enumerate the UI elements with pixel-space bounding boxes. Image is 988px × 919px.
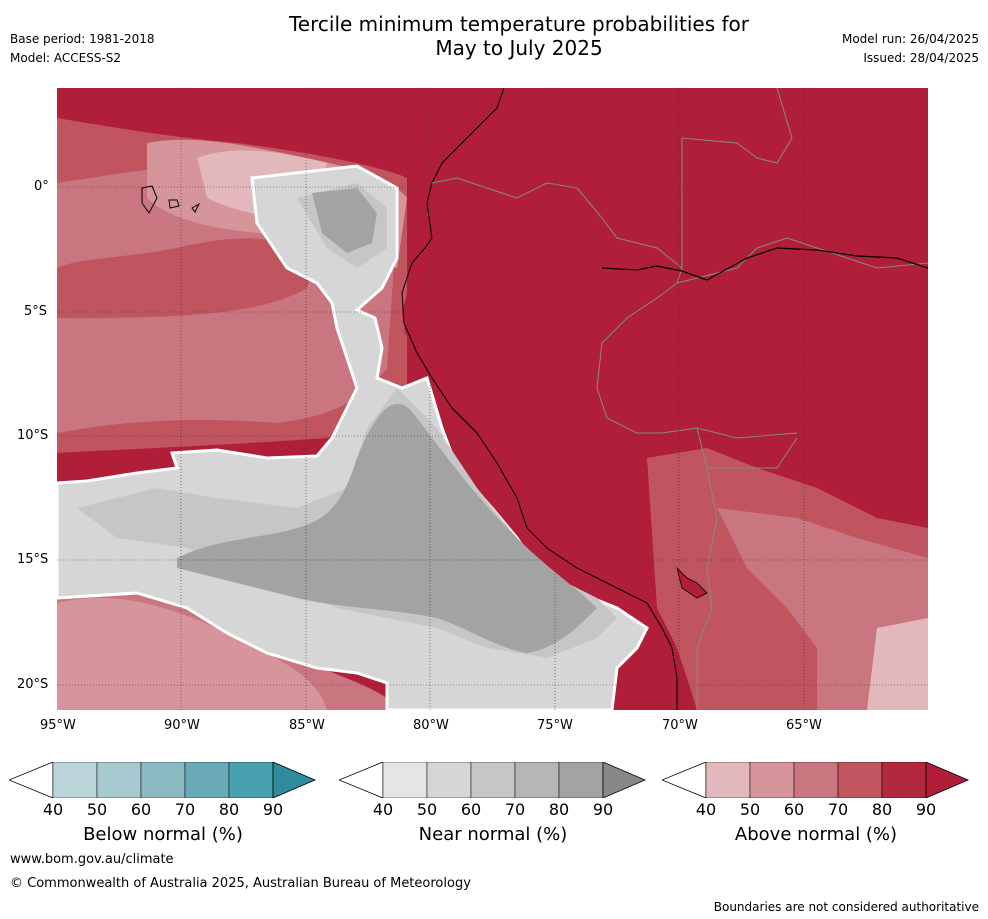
colorbar-tick-label: 60 [460, 800, 482, 819]
near-80-north [312, 188, 377, 253]
colorbar-below-swatches [7, 761, 317, 799]
issued-text: Issued: 28/04/2025 [863, 51, 979, 65]
colorbar-tick-label: 50 [86, 800, 108, 819]
colorbar-left-arrow [660, 761, 707, 799]
model-text: Model: ACCESS-S2 [10, 51, 122, 65]
colorbar-swatch [558, 761, 604, 799]
colorbar-tick-label: 40 [372, 800, 394, 819]
country-borders [431, 88, 928, 710]
lon-label-85w: 85°W [289, 718, 325, 733]
colorbar-swatch [140, 761, 186, 799]
colorbar-tick-label: 90 [592, 800, 614, 819]
lat-label-0: 0° [34, 179, 49, 194]
near-80-core [177, 403, 597, 653]
lon-label-65w: 65°W [786, 718, 822, 733]
colorbar-swatch [228, 761, 274, 799]
colorbar-tick-label: 80 [548, 800, 570, 819]
colorbar-right-arrow [602, 761, 647, 799]
colorbar-tick-label: 60 [783, 800, 805, 819]
colorbar-tick-label: 90 [262, 800, 284, 819]
colorbar-tick-label: 80 [871, 800, 893, 819]
colorbar-swatch [881, 761, 927, 799]
amazon-river [601, 247, 928, 281]
base-period-text: Base period: 1981-2018 [10, 32, 155, 46]
lake-titicaca [676, 566, 708, 599]
colorbar-swatch [514, 761, 560, 799]
colorbar-near-label: Near normal (%) [418, 824, 568, 845]
lon-label-75w: 75°W [537, 718, 573, 733]
colorbar-tick-label: 70 [174, 800, 196, 819]
lon-label-80w: 80°W [413, 718, 449, 733]
colorbar-above-ticks: 40 50 60 70 80 90 [662, 800, 970, 820]
colorbar-above-normal: 40 50 60 70 80 90 Above normal (%) [660, 761, 970, 862]
lon-label-70w: 70°W [662, 718, 698, 733]
lon-label-90w: 90°W [164, 718, 200, 733]
colorbar-near-normal: 40 50 60 70 80 90 Near normal (%) [337, 761, 647, 862]
colorbar-swatch [184, 761, 230, 799]
colorbar-tick-label: 50 [416, 800, 438, 819]
colorbar-near-swatches [337, 761, 647, 799]
above-60-south [57, 597, 327, 710]
colorbar-left-arrow [337, 761, 384, 799]
colorbar-swatch [382, 761, 428, 799]
lat-label-10s: 10°S [17, 428, 49, 443]
colorbar-above-swatches [660, 761, 970, 799]
colorbar-swatch [470, 761, 516, 799]
colorbar-tick-label: 60 [130, 800, 152, 819]
colorbar-left-arrow [7, 761, 54, 799]
colorbar-right-arrow [925, 761, 970, 799]
colorbar-swatch [705, 761, 751, 799]
map-title: Tercile minimum temperature probabilitie… [200, 12, 838, 60]
footer-disclaimer: Boundaries are not considered authoritat… [713, 900, 979, 914]
colorbar-swatch [793, 761, 839, 799]
probability-map [57, 88, 928, 710]
graticule [57, 88, 928, 710]
lon-label-95w: 95°W [40, 718, 76, 733]
colorbar-tick-label: 90 [915, 800, 937, 819]
colorbar-tick-label: 70 [504, 800, 526, 819]
colorbar-right-arrow [272, 761, 317, 799]
coastline [401, 88, 678, 710]
colorbar-tick-label: 70 [827, 800, 849, 819]
above-50-inland [867, 618, 928, 710]
lat-label-15s: 15°S [17, 552, 49, 567]
colorbar-tick-label: 40 [42, 800, 64, 819]
colorbar-tick-label: 50 [739, 800, 761, 819]
lat-label-20s: 20°S [17, 677, 49, 692]
colorbar-swatch [96, 761, 142, 799]
colorbar-tick-label: 40 [695, 800, 717, 819]
footer-copyright: © Commonwealth of Australia 2025, Austra… [10, 876, 471, 891]
galapagos-islands [141, 185, 201, 214]
colorbar-near-ticks: 40 50 60 70 80 90 [339, 800, 647, 820]
colorbar-swatch [52, 761, 98, 799]
colorbar-tick-label: 80 [218, 800, 240, 819]
footer-url: www.bom.gov.au/climate [10, 852, 174, 867]
lat-label-5s: 5°S [24, 304, 48, 319]
colorbar-swatch [426, 761, 472, 799]
colorbar-below-normal: 40 50 60 70 80 90 Below normal (%) [7, 761, 317, 862]
model-run-text: Model run: 26/04/2025 [841, 32, 979, 46]
colorbar-below-ticks: 40 50 60 70 80 90 [9, 800, 317, 820]
title-line-1: Tercile minimum temperature probabilitie… [288, 12, 750, 36]
colorbar-below-label: Below normal (%) [83, 824, 243, 845]
title-line-2: May to July 2025 [435, 36, 603, 60]
colorbar-swatch [837, 761, 883, 799]
colorbar-swatch [749, 761, 795, 799]
colorbar-above-label: Above normal (%) [734, 824, 898, 845]
